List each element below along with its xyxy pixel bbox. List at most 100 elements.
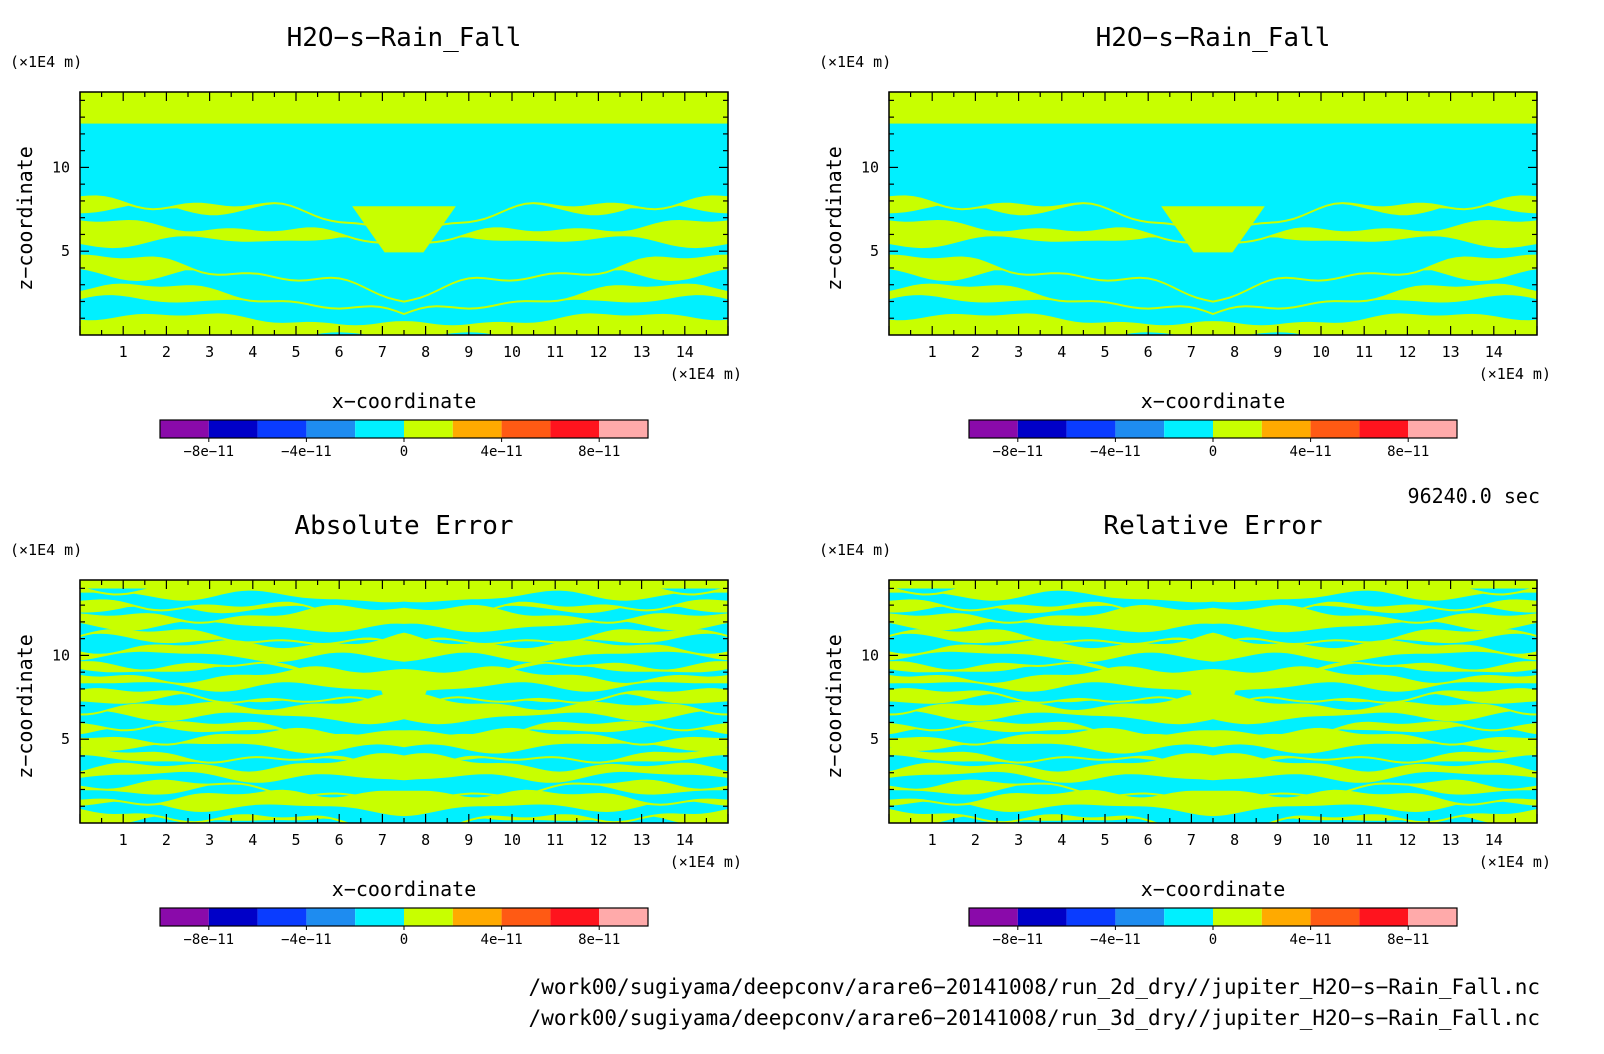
- colorbar-label: −8e−11: [993, 444, 1044, 460]
- colorbar-label: −8e−11: [184, 932, 235, 948]
- colorbar-label: 4e−11: [481, 444, 523, 460]
- colorbar-swatch: [306, 908, 356, 926]
- field-region: [889, 254, 1537, 303]
- colorbar-swatch: [404, 420, 453, 438]
- y-tick-label: 5: [870, 730, 879, 748]
- colorbar-swatch: [160, 908, 209, 926]
- x-tick-label: 7: [1187, 831, 1196, 849]
- panel-4: Relative Error(×1E4 m)1 2 3 4 5 6 7 8 9 10 11 12 13 1…: [819, 511, 1551, 948]
- colorbar-swatch: [1115, 420, 1165, 438]
- colorbar-swatch: [501, 908, 551, 926]
- panel-title: Relative Error: [1103, 511, 1322, 541]
- field-region: [889, 727, 1537, 754]
- panel-title: H2O−s−Rain_Fall: [1096, 23, 1331, 53]
- x-tick-label: 7: [378, 343, 387, 361]
- x-unit-label: (×1E4 m): [1479, 853, 1551, 871]
- field-region: [80, 789, 728, 817]
- heatmap-field: [889, 92, 1537, 335]
- x-tick-label: 10: [1312, 831, 1330, 849]
- field-region: [80, 779, 728, 799]
- x-tick-label: 8: [421, 831, 430, 849]
- x-unit-label: (×1E4 m): [1479, 365, 1551, 383]
- x-tick-label: 2: [162, 343, 171, 361]
- field-region: [889, 599, 1537, 623]
- x-tick-label: 10: [503, 343, 521, 361]
- y-unit-label: (×1E4 m): [10, 53, 82, 71]
- y-axis-label: z−coordinate: [13, 146, 37, 291]
- colorbar-swatch: [1261, 420, 1311, 438]
- field-region: [889, 779, 1537, 799]
- x-axis-label: x−coordinate: [332, 389, 477, 413]
- x-tick-label: 1: [928, 831, 937, 849]
- heatmap-field: [80, 92, 728, 335]
- colorbar-swatch: [1408, 420, 1457, 438]
- x-tick-label: 9: [464, 343, 473, 361]
- y-axis-label: z−coordinate: [822, 146, 846, 291]
- x-tick-label: 5: [1100, 343, 1109, 361]
- field-region: [80, 220, 728, 249]
- field-region: [889, 809, 1537, 823]
- panel-3: Absolute Error(×1E4 m)1 2 3 4 5 6 7 8 9 10 11 12 13 1…: [10, 511, 742, 948]
- colorbar-swatch: [404, 908, 453, 926]
- x-axis-label: x−coordinate: [332, 877, 477, 901]
- field-region: [80, 809, 728, 823]
- x-tick-label: 5: [291, 831, 300, 849]
- colorbar-label: 4e−11: [1290, 444, 1332, 460]
- field-region: [80, 727, 728, 754]
- x-tick-label: 11: [1355, 343, 1373, 361]
- field-region: [80, 283, 728, 315]
- y-tick-label: 10: [861, 158, 879, 176]
- x-tick-label: 4: [248, 831, 257, 849]
- field-region: [889, 283, 1537, 315]
- colorbar-swatch: [452, 420, 502, 438]
- colorbar-swatch: [355, 908, 404, 926]
- field-region: [889, 605, 1537, 633]
- x-tick-label: 1: [119, 343, 128, 361]
- x-tick-label: 6: [335, 831, 344, 849]
- colorbar-swatch: [1213, 420, 1262, 438]
- colorbar-swatch: [1261, 908, 1311, 926]
- colorbar-swatch: [550, 908, 600, 926]
- field-region: [889, 753, 1537, 783]
- colorbar-swatch: [1066, 908, 1116, 926]
- colorbar-label: −8e−11: [184, 444, 235, 460]
- colorbar-label: 0: [400, 932, 408, 948]
- colorbar-swatch: [1310, 420, 1360, 438]
- colorbar-label: −4e−11: [281, 444, 332, 460]
- colorbar-swatch: [1359, 420, 1409, 438]
- x-tick-label: 12: [589, 831, 607, 849]
- field-region: [889, 789, 1537, 817]
- field-region: [80, 313, 728, 335]
- colorbar-swatch: [550, 420, 600, 438]
- field-region: [80, 691, 728, 725]
- x-tick-label: 14: [676, 831, 694, 849]
- colorbar-swatch: [208, 420, 258, 438]
- x-tick-label: 12: [589, 343, 607, 361]
- x-tick-label: 6: [1144, 831, 1153, 849]
- colorbar-label: 8e−11: [578, 444, 620, 460]
- field-region: [889, 691, 1537, 725]
- field-region: [80, 721, 728, 741]
- x-tick-label: 11: [546, 831, 564, 849]
- x-tick-label: 10: [503, 831, 521, 849]
- x-tick-label: 7: [378, 831, 387, 849]
- x-tick-label: 1: [928, 343, 937, 361]
- x-tick-label: 13: [1442, 831, 1460, 849]
- x-tick-label: 14: [676, 343, 694, 361]
- field-region: [1190, 674, 1236, 704]
- y-tick-label: 5: [61, 730, 70, 748]
- colorbar-swatch: [160, 420, 209, 438]
- x-tick-label: 4: [1057, 831, 1066, 849]
- x-tick-label: 5: [1100, 831, 1109, 849]
- x-tick-label: 6: [1144, 343, 1153, 361]
- colorbar-swatch: [208, 908, 258, 926]
- field-region: [889, 220, 1537, 249]
- field-region: [80, 599, 728, 623]
- y-unit-label: (×1E4 m): [10, 541, 82, 559]
- heatmap-field: [889, 580, 1537, 823]
- colorbar-label: 0: [1209, 932, 1217, 948]
- field-region: [80, 753, 728, 783]
- x-tick-label: 11: [1355, 831, 1373, 849]
- colorbar-swatch: [1017, 908, 1067, 926]
- colorbar-swatch: [257, 908, 307, 926]
